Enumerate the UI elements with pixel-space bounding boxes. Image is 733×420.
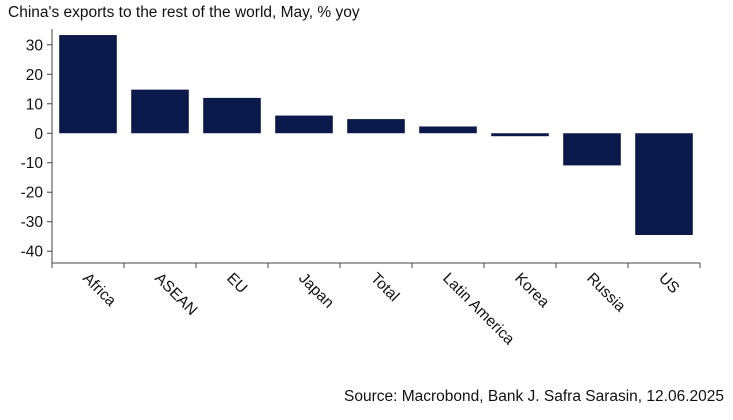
- x-axis: Africa ASEAN EU Japan Total Latin AmericaKore…: [51, 262, 701, 349]
- x-tick-label: Korea: [511, 270, 553, 312]
- bar-eu: [203, 97, 261, 134]
- x-tick-label: Africa: [79, 270, 119, 310]
- y-tick-label: 10: [26, 96, 44, 113]
- bar-latin-america: [419, 126, 477, 134]
- y-tick-label: -10: [21, 155, 44, 172]
- bar-russia: [563, 133, 621, 166]
- y-tick-label: 0: [34, 126, 43, 143]
- chart-source: Source: Macrobond, Bank J. Safra Sarasin…: [344, 388, 724, 405]
- x-tick-label: EU: [223, 270, 250, 297]
- bars-group: [59, 35, 693, 235]
- x-tick-label: Total: [367, 270, 402, 305]
- y-tick-label: -20: [21, 185, 44, 202]
- x-tick-label: US: [655, 270, 682, 297]
- x-tick-label: Russia: [583, 270, 629, 316]
- y-axis: 30 20 10 0 -10 -20 -30 -40: [21, 29, 53, 263]
- y-tick-label: 20: [26, 67, 44, 84]
- bar-japan: [275, 115, 333, 134]
- y-tick-label: 30: [26, 37, 44, 54]
- bar-africa: [59, 35, 117, 134]
- bar-korea: [491, 133, 549, 137]
- bar-asean: [131, 89, 189, 134]
- y-tick-label: -30: [21, 214, 44, 231]
- y-tick-label: -40: [21, 244, 44, 261]
- bar-total: [347, 119, 405, 134]
- x-tick-label: ASEAN: [151, 270, 200, 319]
- chart-title: China's exports to the rest of the world…: [8, 4, 360, 21]
- x-tick-label: Japan: [295, 270, 337, 312]
- bar-us: [635, 133, 693, 235]
- x-tick-label: Latin America: [439, 270, 518, 349]
